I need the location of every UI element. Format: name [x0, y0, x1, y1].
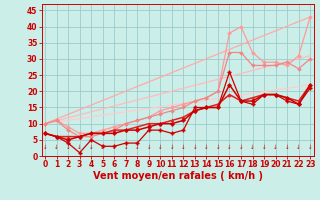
- X-axis label: Vent moyen/en rafales ( km/h ): Vent moyen/en rafales ( km/h ): [92, 171, 263, 181]
